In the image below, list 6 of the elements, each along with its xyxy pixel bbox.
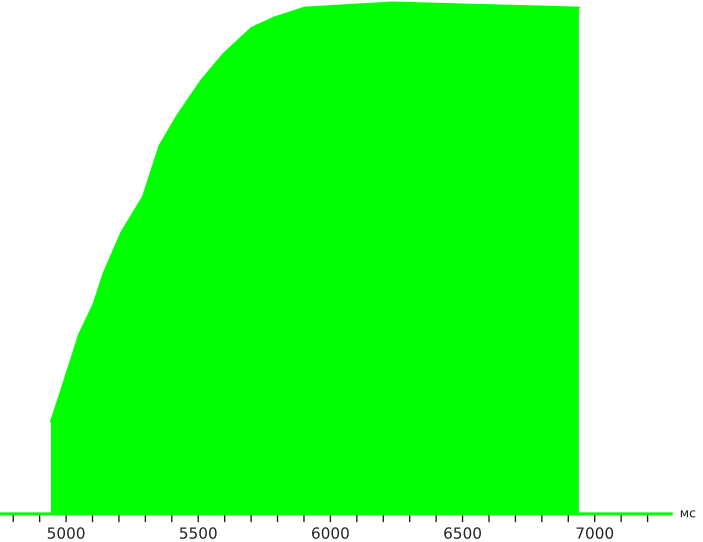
x-axis-title: мс [680,510,696,518]
x-tick-label: 6000 [312,527,349,539]
x-tick-label: 7000 [576,527,614,539]
x-tick-label: 5500 [180,527,217,539]
x-tick-label: 6500 [444,527,481,539]
x-tick-label: 5000 [48,527,85,539]
